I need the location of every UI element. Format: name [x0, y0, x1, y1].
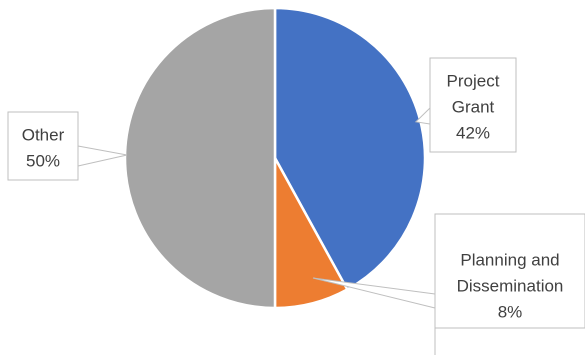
callout-box-planning-and-dissemination — [434, 213, 585, 329]
leader-line-other — [77, 145, 128, 167]
callout-label-planning-and-dissemination-line-3: 8% — [498, 302, 523, 321]
callout-label-project-grant-line-3: 42% — [456, 123, 490, 142]
callout-label-planning-and-dissemination-line-2: Dissemination — [457, 276, 564, 295]
leader-lines-layer — [77, 107, 436, 355]
callout-project-grant: Project Grant 42% — [429, 57, 517, 153]
leader-line-project-grant — [414, 107, 431, 125]
callout-box-other — [7, 111, 79, 181]
callouts-layer: Project Grant 42% Planning and Dissemination… — [7, 57, 585, 329]
callout-planning-and-dissemination: Planning and Dissemination 8% — [434, 213, 585, 329]
callout-box-project-grant — [429, 57, 517, 153]
callout-label-other-line-1: Other — [22, 125, 65, 144]
slices-layer — [123, 6, 427, 310]
callout-other: Other 50% — [7, 111, 79, 181]
callout-label-planning-and-dissemination-line-1: Planning and — [460, 250, 559, 269]
leader-line-planning-and-dissemination — [312, 277, 436, 309]
callout-label-project-grant-line-2: Grant — [452, 97, 495, 116]
slice-other — [123, 6, 277, 310]
callout-label-project-grant-line-1: Project — [447, 71, 500, 90]
callout-label-other-line-2: 50% — [26, 151, 60, 170]
